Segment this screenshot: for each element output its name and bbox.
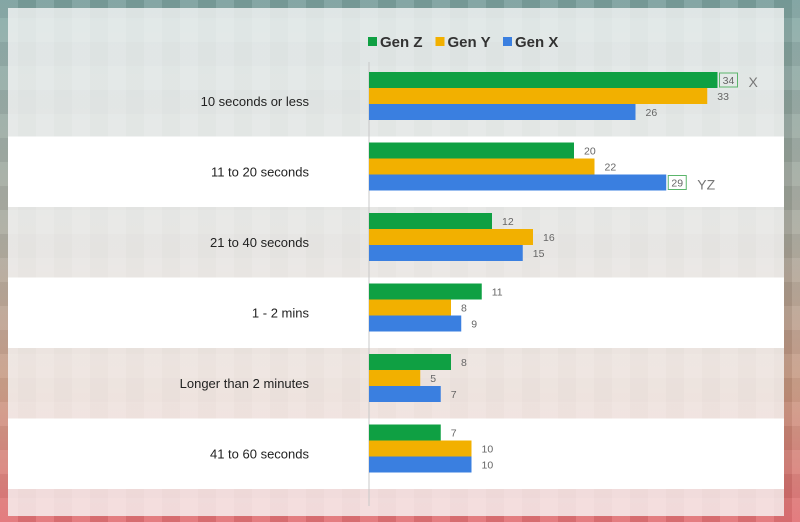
bar-gen-y-11-to-20-seconds <box>369 158 595 175</box>
category-label-41-to-60-seconds: 41 to 60 seconds <box>210 447 310 462</box>
bar-gen-z-21-to-40-seconds <box>369 213 492 229</box>
value-label-gen-x-10-seconds-or-less: 26 <box>646 107 658 119</box>
value-label-gen-x-longer-than-2-minutes: 7 <box>451 389 457 401</box>
bar-gen-y-10-seconds-or-less <box>369 88 708 104</box>
legend-swatch-gen-z <box>368 37 377 46</box>
value-label-gen-x-11-to-20-seconds: 29 <box>671 178 683 190</box>
category-label-21-to-40-seconds: 21 to 40 seconds <box>210 235 310 250</box>
bar-gen-x-41-to-60-seconds <box>369 456 472 473</box>
value-label-gen-y-41-to-60-seconds: 10 <box>482 444 494 456</box>
value-label-gen-z-11-to-20-seconds: 20 <box>584 146 596 158</box>
annotation-x: X <box>749 74 759 90</box>
value-label-gen-z-41-to-60-seconds: 7 <box>451 428 457 440</box>
legend-swatch-gen-y <box>435 37 445 46</box>
legend-label-gen-x: Gen X <box>515 34 558 51</box>
category-label-11-to-20-seconds: 11 to 20 seconds <box>211 165 310 180</box>
value-highlight-box <box>719 72 738 88</box>
bar-gen-x-11-to-20-seconds <box>369 174 667 191</box>
legend-label-gen-y: Gen Y <box>448 34 491 51</box>
bar-gen-y-1-2-mins <box>369 299 451 316</box>
bar-gen-x-21-to-40-seconds <box>369 245 523 261</box>
bar-gen-x-10-seconds-or-less <box>369 104 636 120</box>
category-label-10-seconds-or-less: 10 seconds or less <box>201 94 310 109</box>
bar-gen-y-21-to-40-seconds <box>369 229 533 245</box>
bar-gen-y-longer-than-2-minutes <box>369 370 421 386</box>
bar-gen-z-1-2-mins <box>369 283 482 300</box>
bar-gen-x-1-2-mins <box>369 315 462 332</box>
value-label-gen-y-1-2-mins: 8 <box>461 303 467 315</box>
legend-label-gen-z: Gen Z <box>380 34 423 51</box>
value-label-gen-y-11-to-20-seconds: 22 <box>605 162 617 174</box>
value-label-gen-z-21-to-40-seconds: 12 <box>502 216 514 228</box>
bar-gen-y-41-to-60-seconds <box>369 440 472 457</box>
bar-gen-z-11-to-20-seconds <box>369 142 574 159</box>
bar-gen-z-41-to-60-seconds <box>369 424 441 441</box>
bar-gen-z-10-seconds-or-less <box>369 72 718 88</box>
category-label-1-2-mins: 1 - 2 mins <box>252 306 310 321</box>
value-label-gen-y-longer-than-2-minutes: 5 <box>430 373 436 385</box>
value-label-gen-y-21-to-40-seconds: 16 <box>543 232 555 244</box>
bar-gen-x-longer-than-2-minutes <box>369 386 441 402</box>
value-label-gen-x-41-to-60-seconds: 10 <box>482 460 494 472</box>
value-label-gen-z-1-2-mins: 11 <box>492 287 503 299</box>
bar-gen-z-longer-than-2-minutes <box>369 354 451 370</box>
category-label-longer-than-2-minutes: Longer than 2 minutes <box>180 376 310 391</box>
value-label-gen-z-longer-than-2-minutes: 8 <box>461 357 467 369</box>
value-highlight-box <box>667 175 687 190</box>
legend-swatch-gen-x <box>503 37 512 46</box>
value-label-gen-z-10-seconds-or-less: 34 <box>723 75 735 87</box>
annotation-yz: YZ <box>697 177 715 193</box>
value-label-gen-x-1-2-mins: 9 <box>471 319 477 331</box>
value-label-gen-y-10-seconds-or-less: 33 <box>717 91 729 103</box>
value-label-gen-x-21-to-40-seconds: 15 <box>533 248 545 260</box>
